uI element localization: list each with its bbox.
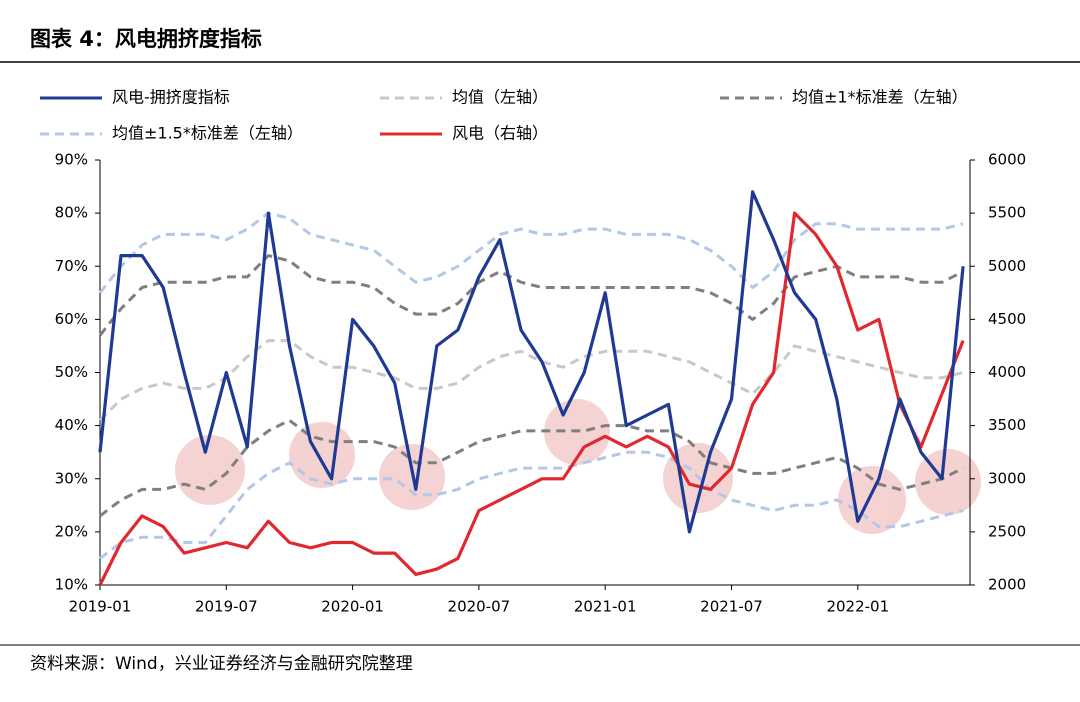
legend-label: 风电-拥挤度指标 <box>112 88 230 107</box>
x-tick-label: 2020-01 <box>321 598 384 616</box>
y2-tick-label: 3000 <box>988 469 1026 487</box>
y2-tick-label: 5500 <box>988 204 1026 222</box>
y-tick-label: 20% <box>55 522 88 540</box>
x-tick-label: 2019-07 <box>195 598 258 616</box>
y-tick-label: 40% <box>55 416 88 434</box>
series-line <box>98 339 964 422</box>
highlight <box>289 422 355 488</box>
x-tick-label: 2021-01 <box>574 598 637 616</box>
highlight <box>175 435 245 505</box>
y2-tick-label: 4000 <box>988 363 1026 381</box>
y2-tick-label: 4500 <box>988 310 1026 328</box>
x-tick-label: 2021-07 <box>700 598 763 616</box>
y2-tick-label: 3500 <box>988 416 1026 434</box>
x-tick-label: 2020-07 <box>448 598 511 616</box>
y-tick-label: 70% <box>55 257 88 275</box>
highlight <box>838 466 906 534</box>
y2-tick-label: 5000 <box>988 257 1026 275</box>
series-line <box>99 450 964 560</box>
y-tick-label: 10% <box>55 576 88 594</box>
y2-tick-label: 2000 <box>988 576 1026 594</box>
legend-label: 风电（右轴） <box>452 124 548 143</box>
legend-label: 均值（左轴） <box>452 88 548 107</box>
chart-title: 图表 4：风电拥挤度指标 <box>30 27 262 51</box>
source: 资料来源：Wind，兴业证券经济与金融研究院整理 <box>30 654 413 674</box>
y-tick-label: 50% <box>55 363 88 381</box>
series-line <box>99 418 964 518</box>
y-tick-label: 30% <box>55 469 88 487</box>
y-tick-label: 90% <box>55 151 88 169</box>
y-tick-label: 80% <box>55 204 88 222</box>
legend-label: 均值±1*标准差（左轴） <box>792 88 968 107</box>
y2-tick-label: 2500 <box>988 522 1026 540</box>
y2-tick-label: 6000 <box>988 151 1026 169</box>
series-line <box>98 254 964 337</box>
legend-label: 均值±1.5*标准差（左轴） <box>112 124 303 143</box>
series-line <box>98 211 965 586</box>
x-tick-label: 2019-01 <box>69 598 132 616</box>
series-line <box>98 211 964 294</box>
series-line <box>98 190 965 534</box>
x-tick-label: 2022-01 <box>826 598 889 616</box>
y-tick-label: 60% <box>55 310 88 328</box>
